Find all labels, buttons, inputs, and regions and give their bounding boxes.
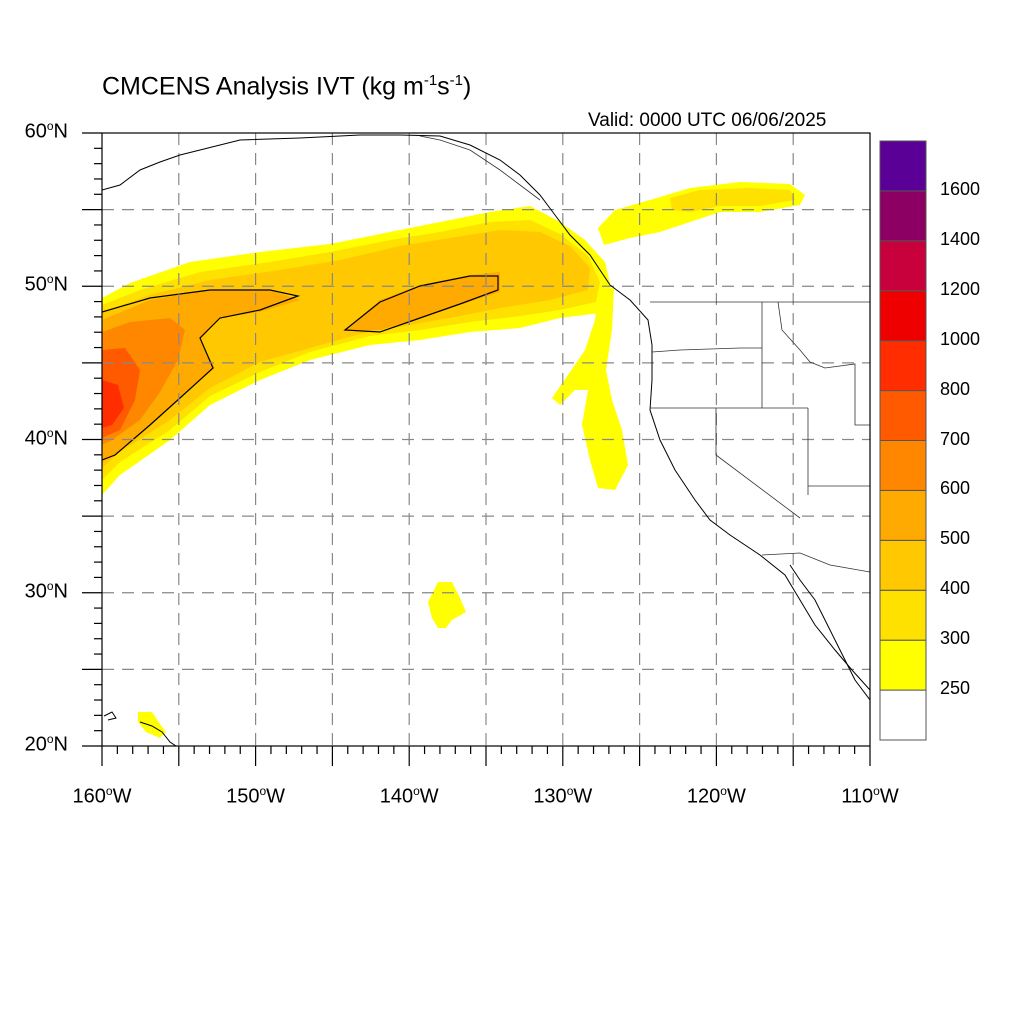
coastline-pacific-nw (609, 284, 870, 691)
colorbar-label: 1600 (940, 178, 981, 199)
lon-label: 160oW (72, 784, 132, 808)
colorbar-label: 600 (940, 478, 971, 499)
ivt-contours (102, 275, 499, 461)
border-id-mt (777, 301, 870, 426)
colorbar-label: 1200 (940, 278, 981, 299)
colorbar-segment (879, 639, 927, 691)
border-alaska-canada (419, 135, 541, 201)
title-exp2: -1 (449, 72, 464, 89)
political-borders (419, 135, 870, 573)
lon-label: 140oW (379, 784, 439, 808)
title-exp1: -1 (423, 72, 438, 89)
gridlines (102, 133, 870, 746)
colorbar-segment (879, 390, 927, 442)
colorbar-label: 700 (940, 428, 971, 449)
colorbar-label: 250 (940, 678, 971, 699)
colorbar-label: 500 (940, 528, 971, 549)
contour-main (102, 289, 301, 461)
colorbar (879, 140, 927, 741)
ivt-500-secondary (345, 272, 500, 330)
lat-label: 40oN (24, 425, 68, 450)
colorbar-segment (879, 190, 927, 242)
border-or-wa (651, 347, 762, 353)
ivt-250-patch-hawaii (138, 712, 166, 738)
title-mid: s (437, 72, 450, 101)
chart-title: CMCENS Analysis IVT (kg m-1s-1) (102, 72, 471, 101)
lon-label: 150oW (226, 784, 286, 808)
colorbar-segment (879, 240, 927, 292)
colorbar-label: 800 (940, 378, 971, 399)
colorbar-segment (879, 489, 927, 541)
colorbar-label: 400 (940, 578, 971, 599)
lon-label: 120oW (686, 784, 746, 808)
title-main: CMCENS Analysis IVT (kg m (102, 72, 424, 101)
lon-label: 110oW (841, 784, 899, 808)
coastline-baja (789, 564, 870, 701)
ivt-300-bc (670, 188, 795, 212)
colorbar-segment (879, 440, 927, 491)
border-us-mexico (761, 552, 870, 573)
axis-ticks (82, 132, 871, 766)
colorbar-segment (879, 340, 927, 392)
lon-label: 130oW (533, 784, 593, 808)
colorbar-segment (879, 290, 927, 342)
colorbar-label: 1000 (940, 328, 981, 349)
border-ca-nv (715, 408, 801, 519)
ivt-800-core (102, 380, 124, 428)
coastline-hawaii-2 (139, 721, 177, 746)
title-end: ) (463, 72, 472, 101)
colorbar-segment (879, 539, 927, 591)
contour-secondary (343, 275, 499, 333)
colorbar-segment (879, 689, 927, 741)
colorbar-label: 300 (940, 628, 971, 649)
colorbar-segment (879, 140, 927, 192)
valid-time: Valid: 0000 UTC 06/06/2025 (588, 110, 827, 131)
lat-label: 20oN (24, 732, 68, 756)
lat-label: 30oN (24, 578, 68, 603)
lat-label: 50oN (24, 272, 68, 296)
coastline-alaska (102, 134, 611, 286)
lat-label: 60oN (24, 119, 68, 143)
coastlines (102, 134, 870, 746)
colorbar-label: 1400 (940, 228, 981, 249)
colorbar-segment (879, 589, 927, 641)
ivt-250-patch-30n (428, 582, 466, 628)
coastline-hawaii (103, 711, 117, 721)
